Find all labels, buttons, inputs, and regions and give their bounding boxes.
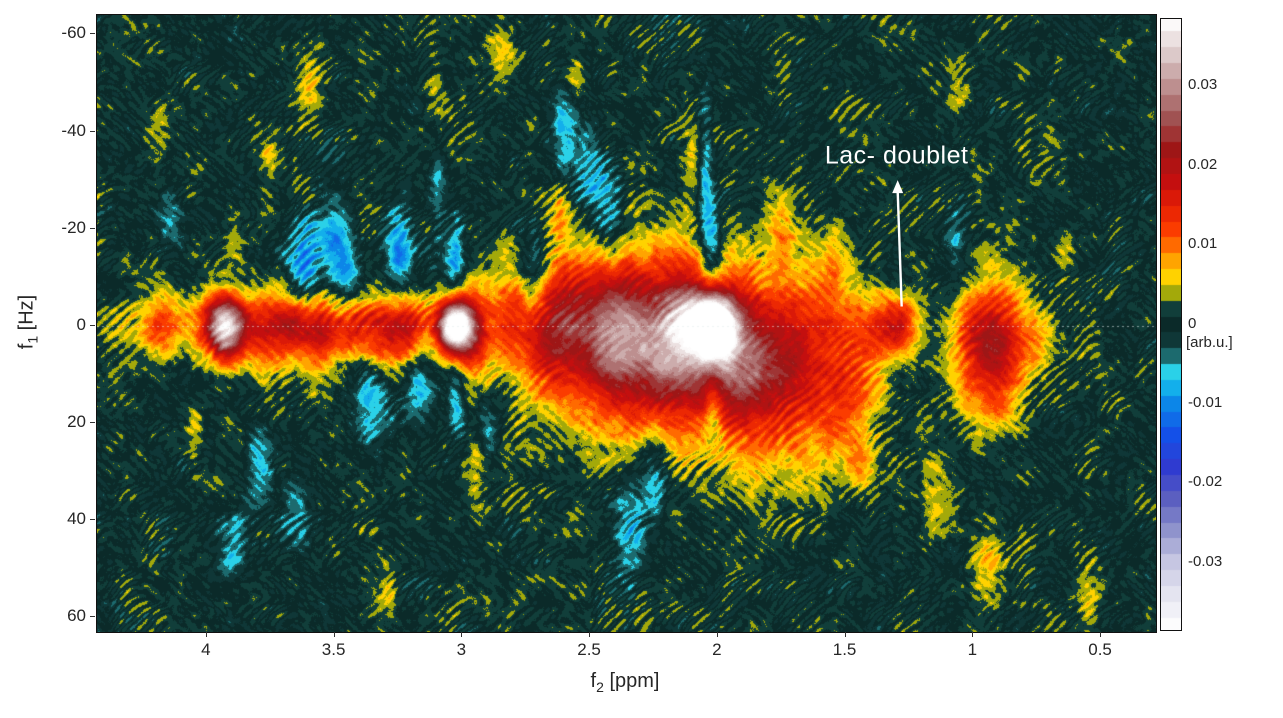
x-tick-label: 3 [456,640,467,659]
y-tick-mark [90,422,95,424]
y-tick-label: 40 [67,509,86,529]
x-tick-label: 3.5 [321,640,346,659]
colorbar-tick-label: -0.02 [1188,473,1223,491]
colorbar-tick-label: -0.01 [1188,393,1223,411]
x-tick-mark [716,632,718,637]
y-tick-mark [90,519,95,521]
colorbar-tick-label: 0.01 [1188,235,1218,253]
colorbar-unit-label: [arb.u.] [1186,334,1233,352]
x-tick-label: 0.5 [1088,640,1112,659]
x-axis-label-base: f [590,670,597,692]
x-tick-mark [205,632,207,637]
annotation-lac-doublet: Lac- doublet [824,141,969,170]
x-tick-label: 2 [712,640,722,659]
y-tick-mark [90,324,95,326]
y-tick-mark [90,616,95,618]
y-tick-mark [90,33,95,35]
x-tick-label: 1 [967,640,978,659]
y-tick-label: 0 [76,314,86,334]
y-axis-label-base: f [15,343,38,350]
plot-area: Lac- doublet [96,14,1157,633]
x-axis-label-sub: 2 [596,679,604,695]
y-tick-mark [90,227,95,229]
x-tick-mark [333,632,335,637]
x-tick-label: 4 [201,640,211,659]
x-tick-label: 1.5 [832,640,857,659]
y-axis-label-sub: 1 [24,335,41,344]
x-axis-label-unit: [ppm] [603,670,660,692]
colorbar-canvas [1161,19,1181,630]
y-tick-label: -40 [61,120,86,140]
y-tick-label: -20 [61,217,86,237]
x-tick-mark [589,632,591,637]
y-tick-label: -60 [61,23,86,43]
x-tick-mark [972,632,974,637]
y-tick-label: 60 [67,606,86,626]
heatmap-canvas [97,15,1156,632]
colorbar-tick-label: -0.03 [1188,552,1223,570]
x-tick-mark [844,632,846,637]
x-axis-label: f2 [ppm] [591,670,660,695]
x-tick-label: 2.5 [577,640,601,659]
x-tick-mark [461,632,463,637]
colorbar-tick-label: 0.03 [1188,76,1218,94]
colorbar [1160,18,1182,631]
colorbar-tick-label: 0 [1188,314,1197,332]
colorbar-tick-label: 0.02 [1188,155,1218,173]
y-tick-label: 20 [67,412,86,432]
x-tick-mark [1100,632,1102,637]
y-tick-mark [90,130,95,132]
